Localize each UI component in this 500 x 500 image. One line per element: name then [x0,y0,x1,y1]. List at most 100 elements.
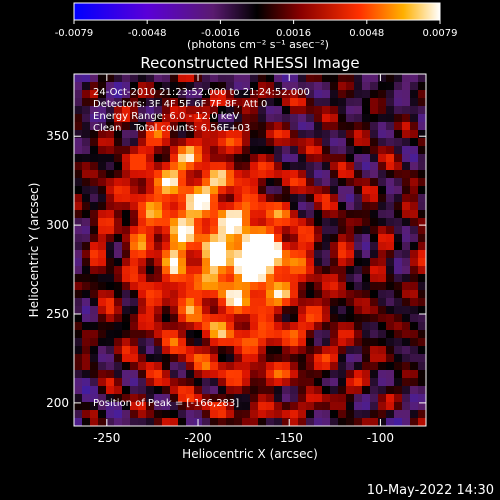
heatmap-cell [282,202,291,211]
heatmap-cell [170,362,179,371]
heatmap-cell [218,154,227,163]
heatmap-cell [338,106,347,115]
heatmap-cell [82,106,91,115]
heatmap-cell [218,274,227,283]
heatmap-cell [418,114,426,123]
heatmap-cell [298,90,307,99]
heatmap-cell [338,186,347,195]
heatmap-cell [218,170,227,179]
annotation-clean: Clean Total counts: 6.56E+03 [93,123,251,134]
heatmap-cell [378,418,387,426]
heatmap-cell [250,146,259,155]
heatmap-cell [74,298,83,307]
heatmap-cell [362,82,371,91]
heatmap-cell [138,178,147,187]
heatmap-cell [202,226,211,235]
heatmap-cell [250,394,259,403]
heatmap-cell [106,210,115,219]
heatmap-cell [354,226,363,235]
heatmap-cell [314,306,323,315]
heatmap-cell [338,202,347,211]
heatmap-cell [178,386,187,395]
heatmap-cell [178,138,187,147]
colorbar-tick-label: 0.0016 [276,28,311,39]
heatmap-cell [242,250,251,259]
heatmap-cell [162,290,171,299]
heatmap-cell [386,290,395,299]
heatmap-cell [210,170,219,179]
heatmap-cell [74,130,83,139]
heatmap-cell [210,266,219,275]
heatmap-cell [274,370,283,379]
heatmap-cell [178,202,187,211]
heatmap-cell [130,234,139,243]
heatmap-cell [394,210,403,219]
heatmap-cell [114,146,123,155]
heatmap-cell [386,418,395,426]
heatmap-cell [194,234,203,243]
heatmap-cell [162,250,171,259]
heatmap-cell [394,258,403,267]
heatmap-cell [186,90,195,99]
heatmap-cell [410,90,419,99]
heatmap-cell [314,362,323,371]
heatmap-cell [130,274,139,283]
heatmap-cell [418,210,426,219]
heatmap-cell [74,266,83,275]
heatmap-cell [362,122,371,131]
heatmap-cell [394,314,403,323]
heatmap-cell [210,370,219,379]
heatmap-cell [250,90,259,99]
heatmap-cell [314,370,323,379]
heatmap-cell [74,98,83,107]
heatmap-cell [234,178,243,187]
heatmap-cell [370,306,379,315]
heatmap-cell [138,354,147,363]
heatmap-cell [130,210,139,219]
heatmap-cell [322,282,331,291]
heatmap-cell [330,194,339,203]
heatmap-cell [282,330,291,339]
annotation-detectors: Detectors: 3F 4F 5F 6F 7F 8F, Att 0 [93,99,268,110]
heatmap-cell [322,138,331,147]
heatmap-cell [418,98,426,107]
heatmap-cell [194,194,203,203]
heatmap-cell [186,234,195,243]
heatmap-cell [218,306,227,315]
heatmap-cell [242,314,251,323]
heatmap-cell [74,74,83,83]
heatmap-cell [330,322,339,331]
heatmap-cell [298,386,307,395]
heatmap-cell [306,106,315,115]
heatmap-cell [234,202,243,211]
heatmap-cell [194,98,203,107]
heatmap-cell [226,266,235,275]
heatmap-cell [410,218,419,227]
heatmap-cell [114,170,123,179]
heatmap-cell [410,282,419,291]
heatmap-cell [210,98,219,107]
heatmap-cell [338,130,347,139]
heatmap-cell [154,202,163,211]
heatmap-cell [418,194,426,203]
heatmap-cell [130,418,139,426]
heatmap-cell [298,394,307,403]
heatmap-cell [282,274,291,283]
heatmap-cell [162,106,171,115]
heatmap-cell [418,274,426,283]
heatmap-cell [418,290,426,299]
heatmap-cell [106,410,115,419]
heatmap-cell [378,354,387,363]
heatmap-cell [274,314,283,323]
heatmap-cell [114,122,123,131]
heatmap-cell [258,154,267,163]
heatmap-cell [202,146,211,155]
heatmap-cell [250,418,259,426]
heatmap-cell [250,74,259,83]
heatmap-cell [346,82,355,91]
heatmap-cell [154,210,163,219]
heatmap-cell [90,354,99,363]
heatmap-cell [98,346,107,355]
heatmap-cell [418,74,426,83]
heatmap-cell [170,194,179,203]
